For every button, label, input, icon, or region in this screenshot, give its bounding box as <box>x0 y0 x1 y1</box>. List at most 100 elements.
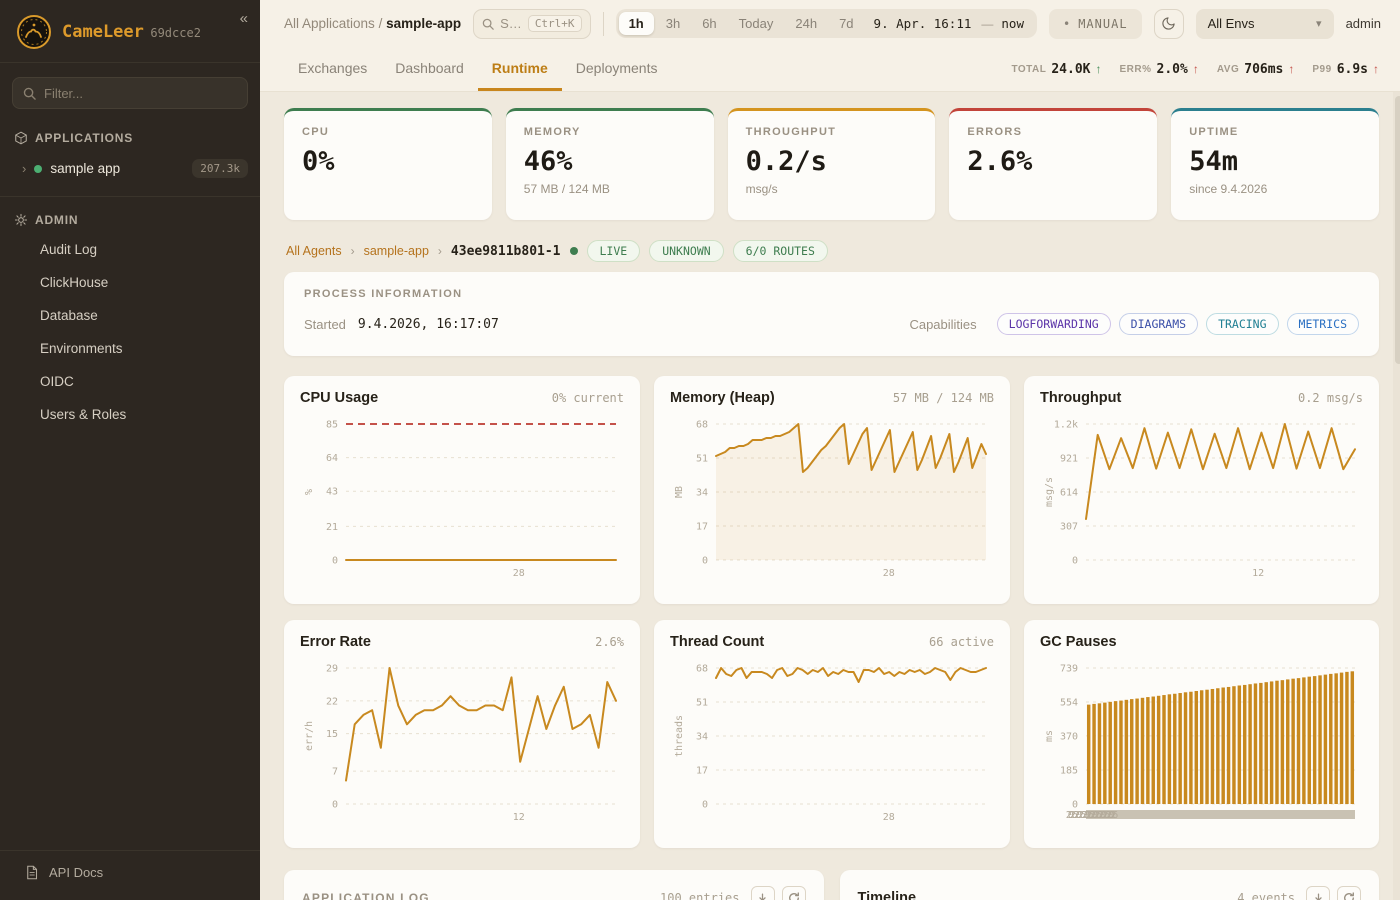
process-information-panel: PROCESS INFORMATION Started 9.4.2026, 16… <box>284 272 1379 356</box>
stat-value: 706ms <box>1244 61 1284 77</box>
sidebar-item-users-roles[interactable]: Users & Roles <box>40 407 127 422</box>
chart-title: CPU Usage <box>300 390 379 406</box>
chart-title: Error Rate <box>300 634 371 650</box>
error-rate-chart: 29 22 15 7 0 err/h 12 <box>300 658 624 826</box>
global-search-input[interactable]: S… Ctrl+K <box>473 8 591 39</box>
metric-card-cpu: CPU 0% <box>284 108 492 220</box>
time-range-to[interactable]: now <box>1001 16 1024 31</box>
filter-placeholder: Filter... <box>44 85 84 101</box>
sidebar-item-clickhouse[interactable]: ClickHouse <box>40 275 109 290</box>
capability-badge-logforwarding: LOGFORWARDING <box>996 313 1111 335</box>
time-range-from[interactable]: 9. Apr. 16:11 <box>873 16 972 31</box>
chart-title: Thread Count <box>670 634 765 650</box>
time-range-3h[interactable]: 3h <box>665 16 681 31</box>
svg-text:0: 0 <box>702 800 708 811</box>
bottom-row: APPLICATION LOG 100 entries <box>284 870 1379 900</box>
metric-label: UPTIME <box>1189 126 1239 138</box>
header-stats: TOTAL 24.0K ↑ ERR% 2.0% ↑ AVG 706ms ↑ P9… <box>1011 47 1379 91</box>
search-icon <box>23 87 36 100</box>
sidebar-item-audit-log[interactable]: Audit Log <box>40 242 98 257</box>
svg-text:17: 17 <box>696 522 708 533</box>
trend-up-icon: ↑ <box>1192 62 1199 76</box>
time-range-1h[interactable]: 1h <box>618 12 654 35</box>
svg-text:threads: threads <box>674 715 685 757</box>
sidebar-divider <box>0 196 260 197</box>
tab-runtime[interactable]: Runtime <box>477 47 562 91</box>
time-range-group: 1h 3h 6h Today 24h 7d 9. Apr. 16:11 — no… <box>615 9 1037 38</box>
metric-value: 0.2/s <box>745 146 827 177</box>
breadcrumb: All Applications / sample-app <box>284 16 461 31</box>
badge-routes: 6/0 ROUTES <box>732 240 828 262</box>
expand-chevron-icon[interactable]: › <box>22 161 27 176</box>
time-range-24h[interactable]: 24h <box>795 16 818 31</box>
svg-text:msg/s: msg/s <box>1044 477 1055 507</box>
refresh-icon <box>1344 892 1354 900</box>
timeline-panel: Timeline 4 events <box>839 870 1379 900</box>
app-item-count-badge: 207.3k <box>192 159 248 178</box>
svg-text:68: 68 <box>696 420 708 431</box>
scrollbar-thumb[interactable] <box>1395 96 1400 364</box>
api-docs-link[interactable]: API Docs <box>0 850 260 900</box>
agent-id: 43ee9811b801-1 <box>450 243 561 259</box>
tab-exchanges[interactable]: Exchanges <box>298 59 368 76</box>
log-download-button[interactable] <box>750 886 775 900</box>
tab-deployments[interactable]: Deployments <box>575 59 658 76</box>
api-docs-label: API Docs <box>49 865 104 880</box>
metric-sub: 57 MB / 124 MB <box>523 182 610 196</box>
stat-p99: P99 6.9s ↑ <box>1312 62 1379 77</box>
metric-value: 46% <box>523 146 573 177</box>
stat-label: ERR% <box>1119 63 1152 75</box>
environment-select[interactable]: All Envs ▾ <box>1195 8 1334 39</box>
chevron-down-icon: ▾ <box>1316 18 1322 30</box>
svg-text:7: 7 <box>332 767 338 778</box>
breadcrumb-root[interactable]: All Applications <box>284 16 375 31</box>
tab-dashboard[interactable]: Dashboard <box>395 59 464 76</box>
stat-value: 6.9s <box>1336 61 1368 77</box>
capability-badge-diagrams: DIAGRAMS <box>1118 313 1199 335</box>
sidebar-item-sample-app[interactable]: › sample app 207.3k <box>0 151 260 188</box>
svg-text:29: 29 <box>326 664 338 675</box>
time-range-7d[interactable]: 7d <box>839 16 854 31</box>
agent-app-link[interactable]: sample-app <box>363 244 429 258</box>
timeline-download-button[interactable] <box>1306 886 1330 900</box>
chart-current-value: 2.6% <box>595 635 624 649</box>
scrollbar-track[interactable] <box>1393 92 1400 900</box>
user-label[interactable]: admin <box>1345 16 1381 31</box>
chart-title: GC Pauses <box>1040 634 1117 650</box>
sidebar-collapse-icon[interactable]: « <box>239 10 248 27</box>
chart-title: Memory (Heap) <box>670 390 775 406</box>
sidebar-item-oidc[interactable]: OIDC <box>40 374 74 389</box>
svg-text:921: 921 <box>1060 454 1078 465</box>
sidebar-item-environments[interactable]: Environments <box>40 341 123 356</box>
badge-unknown: UNKNOWN <box>649 240 724 262</box>
timeline-title: Timeline <box>857 890 917 900</box>
page-content: CPU 0% MEMORY 46% 57 MB / 124 MB THROUGH… <box>260 92 1400 900</box>
svg-text:MB: MB <box>674 486 685 498</box>
sidebar-item-database[interactable]: Database <box>40 308 98 323</box>
dark-mode-toggle[interactable] <box>1153 8 1184 39</box>
manual-refresh-button[interactable]: • MANUAL <box>1048 8 1142 39</box>
search-placeholder: S… <box>500 16 522 31</box>
chart-current-value: 66 active <box>928 635 994 649</box>
metric-label: CPU <box>302 126 330 138</box>
metric-card-throughput: THROUGHPUT 0.2/s msg/s <box>727 108 936 220</box>
svg-text:68: 68 <box>696 664 708 675</box>
document-icon <box>27 865 38 880</box>
chart-current-value: 0% current <box>551 391 624 405</box>
trend-up-icon: ↑ <box>1373 62 1379 76</box>
metric-cards-row: CPU 0% MEMORY 46% 57 MB / 124 MB THROUGH… <box>284 108 1379 220</box>
chart-card-memory-heap: Memory (Heap) 57 MB / 124 MB 68 51 34 17 0 MB… <box>654 376 1010 604</box>
svg-text:554: 554 <box>1060 698 1078 709</box>
timeline-refresh-button[interactable] <box>1337 886 1361 900</box>
log-refresh-button[interactable] <box>781 886 806 900</box>
time-range-6h[interactable]: 6h <box>702 16 717 31</box>
process-info-title: PROCESS INFORMATION <box>304 288 463 300</box>
time-range-today[interactable]: Today <box>738 16 774 31</box>
stat-err: ERR% 2.0% ↑ <box>1119 62 1198 77</box>
all-agents-link[interactable]: All Agents <box>286 244 342 258</box>
svg-text:0: 0 <box>1072 800 1078 811</box>
breadcrumb-current: sample-app <box>386 16 462 31</box>
sidebar: CameLeer 69dcce2 « Filter... APPLICATION… <box>0 0 260 900</box>
sidebar-filter-input[interactable]: Filter... <box>12 77 248 109</box>
gc-pauses-chart: 739 554 370 185 0 ms 202620262026202620262026 <box>1040 658 1363 826</box>
